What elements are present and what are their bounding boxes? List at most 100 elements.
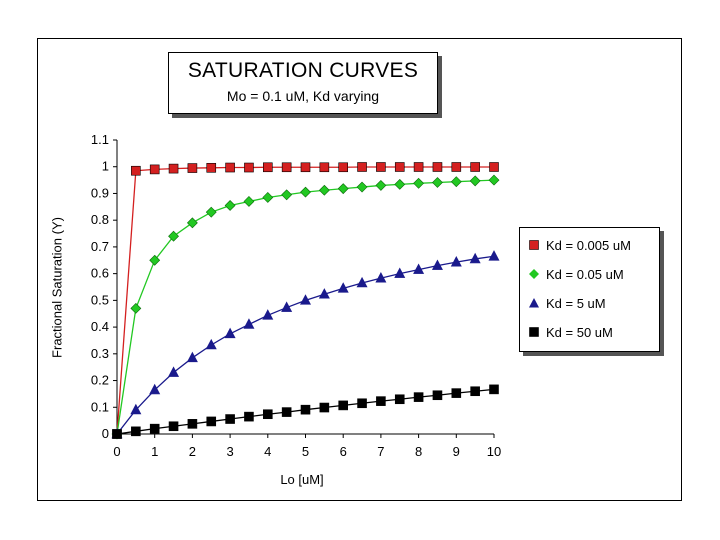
legend-item: Kd = 0.05 uM bbox=[526, 265, 624, 283]
legend-marker-icon bbox=[529, 269, 539, 279]
data-point bbox=[300, 186, 311, 198]
y-tick-label: 0.5 bbox=[91, 292, 109, 307]
data-point bbox=[205, 206, 217, 218]
y-tick-label: 0.1 bbox=[91, 399, 109, 414]
x-tick-label: 4 bbox=[264, 444, 271, 459]
data-point bbox=[319, 402, 330, 413]
y-tick-label: 0.3 bbox=[91, 346, 109, 361]
x-tick-label: 5 bbox=[302, 444, 309, 459]
data-point bbox=[394, 178, 406, 190]
data-point bbox=[357, 398, 367, 409]
x-tick-label: 0 bbox=[113, 444, 120, 459]
data-point bbox=[168, 230, 179, 242]
data-point bbox=[149, 254, 161, 266]
data-point bbox=[432, 162, 443, 172]
legend-marker-icon bbox=[529, 327, 539, 337]
data-point bbox=[224, 327, 236, 339]
data-point bbox=[413, 263, 425, 274]
chart-title: SATURATION CURVES bbox=[187, 59, 419, 82]
data-point bbox=[470, 386, 480, 397]
data-point bbox=[432, 177, 443, 188]
data-point bbox=[281, 407, 292, 417]
chart-subtitle: Mo = 0.1 uM, Kd varying bbox=[226, 88, 380, 104]
legend-swatch bbox=[526, 268, 542, 280]
data-point bbox=[130, 302, 142, 314]
data-point bbox=[205, 338, 217, 350]
data-point bbox=[337, 282, 349, 293]
data-point bbox=[149, 164, 160, 175]
data-point bbox=[469, 175, 481, 187]
x-tick-label: 8 bbox=[415, 444, 422, 459]
x-tick-label: 2 bbox=[189, 444, 196, 459]
data-point bbox=[413, 177, 425, 189]
legend-label: Kd = 0.05 uM bbox=[546, 266, 624, 282]
data-point bbox=[262, 409, 273, 420]
data-point bbox=[450, 176, 462, 188]
data-point bbox=[489, 384, 499, 395]
data-point bbox=[318, 288, 330, 299]
data-point bbox=[356, 181, 368, 193]
data-point bbox=[375, 272, 387, 283]
data-point bbox=[168, 421, 179, 432]
data-point bbox=[431, 259, 443, 270]
data-point bbox=[186, 351, 198, 363]
data-point bbox=[168, 366, 180, 377]
x-tick-label: 3 bbox=[226, 444, 233, 459]
y-tick-label: 0.6 bbox=[91, 266, 109, 281]
legend-marker-icon bbox=[529, 240, 539, 250]
data-point bbox=[186, 217, 198, 229]
y-axis-label: Fractional Saturation (Y) bbox=[49, 217, 65, 358]
data-point bbox=[450, 255, 462, 267]
data-point bbox=[337, 183, 349, 195]
data-point bbox=[470, 162, 480, 172]
data-point bbox=[394, 394, 405, 405]
legend-marker bbox=[529, 298, 539, 308]
data-point bbox=[243, 318, 255, 329]
data-point bbox=[376, 396, 386, 406]
data-point bbox=[281, 301, 293, 312]
data-point bbox=[224, 200, 236, 211]
data-point bbox=[338, 400, 349, 411]
legend-item: Kd = 5 uM bbox=[526, 294, 606, 312]
chart-legend: Kd = 0.005 uM Kd = 0.05 uM Kd = 5 uM Kd … bbox=[519, 227, 660, 352]
data-point bbox=[112, 429, 122, 439]
data-point bbox=[262, 309, 274, 320]
y-tick-label: 0.4 bbox=[91, 319, 109, 334]
data-point bbox=[300, 404, 311, 415]
y-tick-label: 0 bbox=[102, 426, 109, 441]
x-tick-label: 1 bbox=[151, 444, 158, 459]
data-point bbox=[131, 426, 141, 437]
data-point bbox=[131, 165, 141, 176]
legend-marker bbox=[529, 269, 539, 279]
data-point bbox=[394, 162, 405, 172]
data-point bbox=[319, 162, 330, 173]
data-point bbox=[488, 174, 500, 186]
data-point bbox=[394, 267, 406, 278]
legend-label: Kd = 0.005 uM bbox=[546, 237, 631, 253]
y-tick-label: 1 bbox=[102, 159, 109, 174]
legend-item: Kd = 50 uM bbox=[526, 323, 613, 341]
data-point bbox=[206, 162, 217, 173]
legend-marker bbox=[529, 327, 539, 337]
legend-item: Kd = 0.005 uM bbox=[526, 236, 631, 254]
data-point bbox=[187, 419, 198, 429]
data-point bbox=[318, 184, 330, 196]
y-tick-label: 0.8 bbox=[91, 212, 109, 227]
data-point bbox=[432, 390, 443, 401]
data-point bbox=[451, 388, 462, 398]
data-point bbox=[149, 423, 160, 434]
data-point bbox=[338, 162, 349, 173]
data-point bbox=[375, 180, 387, 191]
data-point bbox=[262, 162, 273, 173]
legend-marker bbox=[529, 240, 539, 250]
data-point bbox=[357, 162, 367, 172]
data-point bbox=[413, 392, 424, 402]
legend-swatch bbox=[526, 239, 542, 251]
data-point bbox=[489, 162, 499, 172]
legend-label: Kd = 50 uM bbox=[546, 324, 613, 340]
data-point bbox=[187, 163, 198, 173]
data-point bbox=[206, 416, 217, 427]
x-tick-label: 6 bbox=[340, 444, 347, 459]
x-tick-label: 10 bbox=[487, 444, 501, 459]
